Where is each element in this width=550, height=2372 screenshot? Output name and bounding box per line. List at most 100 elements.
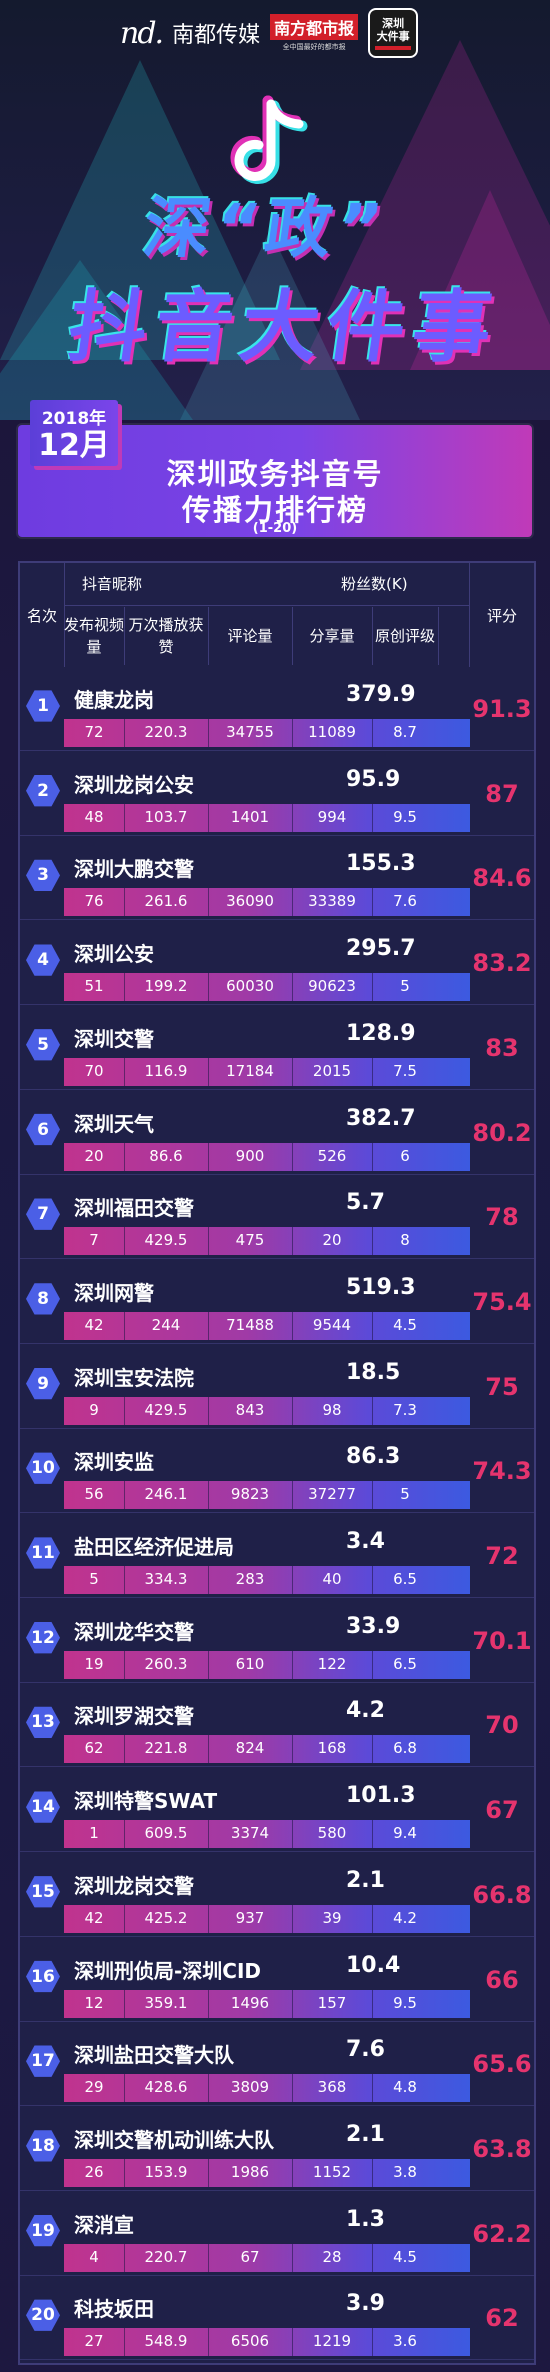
cell-divider [292,1650,293,1679]
poster-header: nd. 南都传媒 南方都市报 全中国最好的都市报 深圳 大件事 [0,0,550,420]
header-likes: 万次播放获赞 [124,607,209,665]
likes-count: 261.6 [144,892,188,911]
header-comments: 评论量 [208,607,293,665]
video-count: 9 [89,1400,99,1419]
originality-rating: 4.5 [393,1315,417,1334]
rank-badge: 16 [26,1960,60,1993]
cell-divider [372,2328,373,2357]
fans-count: 295.7 [346,936,416,962]
cell-divider [292,1142,293,1171]
score-value: 66.8 [472,1880,532,1909]
fans-count: 3.4 [346,1529,385,1554]
name-band: 深圳大鹏交警 155.3 [64,848,470,884]
comment-count: 475 [235,1231,265,1250]
video-count: 26 [84,2162,104,2181]
likes-count: 359.1 [144,1993,188,2012]
rank-badge: 5 [26,1029,60,1061]
originality-rating: 5 [400,977,410,996]
originality-rating: 8.7 [393,723,417,741]
cell-divider [124,1481,125,1510]
poster-title-line1: 深“政” [138,190,393,267]
cell-divider [372,888,373,917]
comment-count: 1986 [230,2162,270,2181]
share-count: 368 [317,2078,347,2097]
name-band: 深圳福田交警 5.7 [64,1187,470,1223]
comment-count: 9823 [230,1485,270,1504]
metrics-band: 9 429.5 843 98 7.3 [64,1396,470,1425]
cell-divider [208,1311,209,1340]
table-row: 9 深圳宝安法院 18.5 9 429.5 843 98 7.3 75 [20,1345,534,1429]
share-count: 39 [322,1908,342,1927]
name-band: 盐田区经济促进局 3.4 [64,1526,470,1562]
row-divider [20,1258,534,1260]
originality-rating: 6.5 [393,1654,417,1673]
rank-badge: 13 [26,1706,60,1739]
account-name: 深圳安监 [74,1450,154,1475]
account-name: 深圳罗湖交警 [74,1704,194,1729]
cell-divider [372,1311,373,1340]
cell-divider [124,1904,125,1933]
cell-divider [372,719,373,747]
decor-triangle [0,60,280,360]
cell-divider [292,1735,293,1764]
cell-divider [292,888,293,917]
cell-divider [208,1650,209,1679]
video-count: 5 [89,1570,99,1588]
name-band: 深圳龙华交警 33.9 [64,1611,470,1647]
row-divider [20,1681,534,1683]
header-shares: 分享量 [292,607,373,665]
originality-rating: 9.5 [393,807,417,826]
cell-divider [292,1904,293,1933]
rank-badge: 14 [26,1791,60,1823]
video-count: 42 [84,1908,104,1927]
table-row: 18 深圳交警机动训练大队 2.1 26 153.9 1986 1152 3.8 63.8 [20,2107,534,2191]
cell-divider [208,1566,209,1594]
row-divider [20,1004,534,1006]
originality-rating: 7.5 [393,1061,417,1080]
cell-divider [292,1566,293,1594]
comment-count: 6506 [230,2332,270,2351]
name-band: 深圳龙岗公安 95.9 [64,764,470,800]
cell-divider [208,2158,209,2187]
account-name: 深圳龙岗公安 [74,772,194,797]
cell-divider [292,1396,293,1425]
row-divider [20,834,534,836]
score-value: 72 [485,1542,519,1570]
header-fans: 粉丝数(K) [341,575,408,593]
video-count: 19 [84,1654,104,1673]
score-value: 63.8 [472,2134,532,2163]
name-band: 健康龙岗 379.9 [64,679,470,715]
score-value: 75 [485,1372,519,1401]
score-value: 78 [485,1203,519,1232]
rank-badge: 17 [26,2045,60,2077]
rank-badge: 1 [26,690,60,722]
name-band: 深圳盐田交警大队 7.6 [64,2034,470,2070]
comment-count: 36090 [226,892,274,911]
cell-divider [208,719,209,747]
app-badge-stripe [375,45,412,50]
score-value: 84.6 [472,864,532,893]
account-name: 深圳宝安法院 [74,1365,194,1390]
row-divider [20,1512,534,1514]
fans-count: 33.9 [346,1613,401,1639]
name-band: 深圳公安 295.7 [64,933,470,969]
fans-count: 95.9 [346,766,401,792]
name-band: 深圳刑侦局-深圳CID 10.4 [64,1950,470,1986]
cell-divider [124,2074,125,2103]
account-name: 深圳天气 [74,1111,154,1136]
share-count: 526 [317,1146,347,1165]
rank-badge: 20 [26,2299,60,2331]
likes-count: 244 [151,1315,181,1334]
cell-divider [124,1566,125,1594]
video-count: 27 [84,2332,104,2351]
row-divider [20,1766,534,1768]
name-band: 深消宣 1.3 [64,2204,470,2240]
account-name: 深圳公安 [74,942,154,967]
video-count: 4 [89,2247,99,2266]
cell-divider [124,2243,125,2272]
account-name: 盐田区经济促进局 [74,1535,234,1559]
row-divider [20,1851,534,1853]
originality-rating: 8 [400,1231,410,1250]
likes-count: 425.2 [144,1908,188,1927]
likes-count: 221.8 [144,1739,188,1758]
